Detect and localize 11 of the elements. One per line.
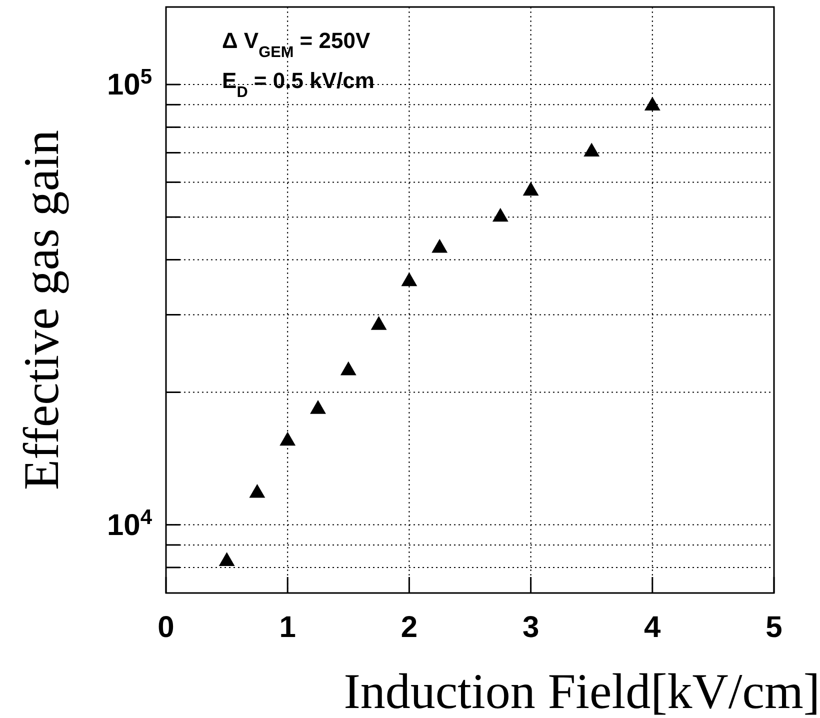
y-tick-label: 10$^{5}$ [106,65,152,102]
x-tick-label: 0 [158,611,174,644]
x-tick-label: 1 [279,611,296,644]
x-tick-label: 5 [766,611,782,644]
y-tick-label: 10$^{4}$ [106,505,152,542]
x-tick-label: 4 [644,611,662,644]
y-axis-title: Effective gas gain [13,130,69,490]
annotation: Δ V$_{GEM}$ = 250V [222,28,370,60]
x-axis-title: Induction Field[kV/cm] [344,663,820,718]
x-tick-label: 3 [522,611,540,644]
x-tick-label: 2 [400,611,418,644]
